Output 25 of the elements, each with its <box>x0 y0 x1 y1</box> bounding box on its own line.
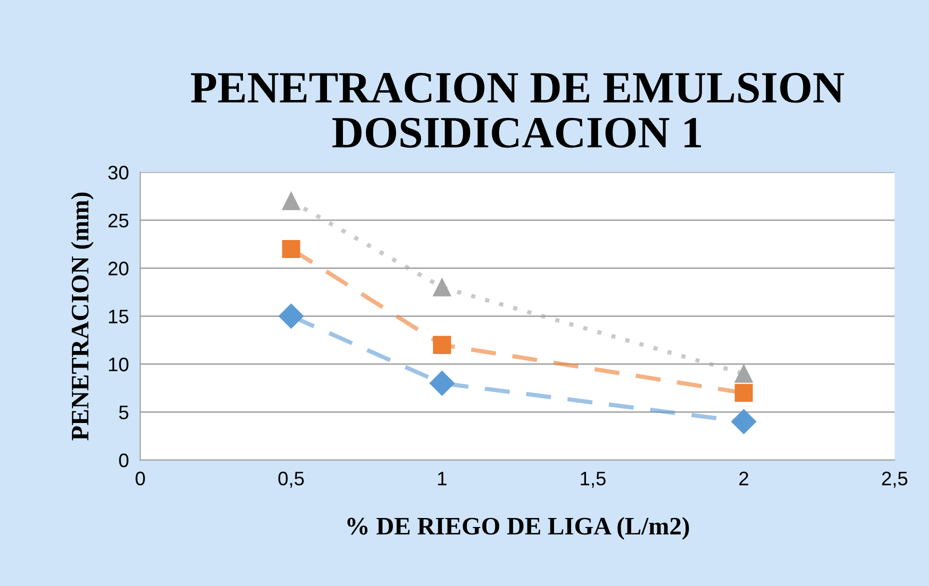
point <box>278 304 304 329</box>
x-tick-label: 0 <box>136 472 145 486</box>
x-tick-label: 0,5 <box>278 472 304 488</box>
point <box>430 370 454 396</box>
y-tick-label: 30 <box>108 166 128 180</box>
point <box>731 409 756 434</box>
x-tick-label: 2,5 <box>882 472 908 488</box>
y-tick-label: 20 <box>108 262 128 276</box>
x-tick-label: 1 <box>438 472 446 486</box>
y-tick-label: 15 <box>109 310 128 324</box>
y-tick-label: 5 <box>119 406 128 420</box>
point <box>734 384 753 402</box>
x-axis-title: % DE RIEGO DE LIGA (L/m2) <box>347 517 689 540</box>
x-tick-label: 1,5 <box>580 472 606 488</box>
y-tick-label: 0 <box>119 453 128 468</box>
point <box>432 278 452 296</box>
y-axis-title: PENETRACION (mm) <box>70 192 94 440</box>
point <box>734 364 753 383</box>
chart-title: PENETRACION DE EMULSION DOSIDICACION 1 <box>191 72 844 148</box>
y-tick-label: 10 <box>109 358 128 372</box>
point <box>282 192 300 210</box>
y-tick-label: 25 <box>108 214 128 228</box>
x-tick-label: 2 <box>739 472 748 486</box>
point <box>432 336 452 354</box>
point <box>282 240 300 258</box>
